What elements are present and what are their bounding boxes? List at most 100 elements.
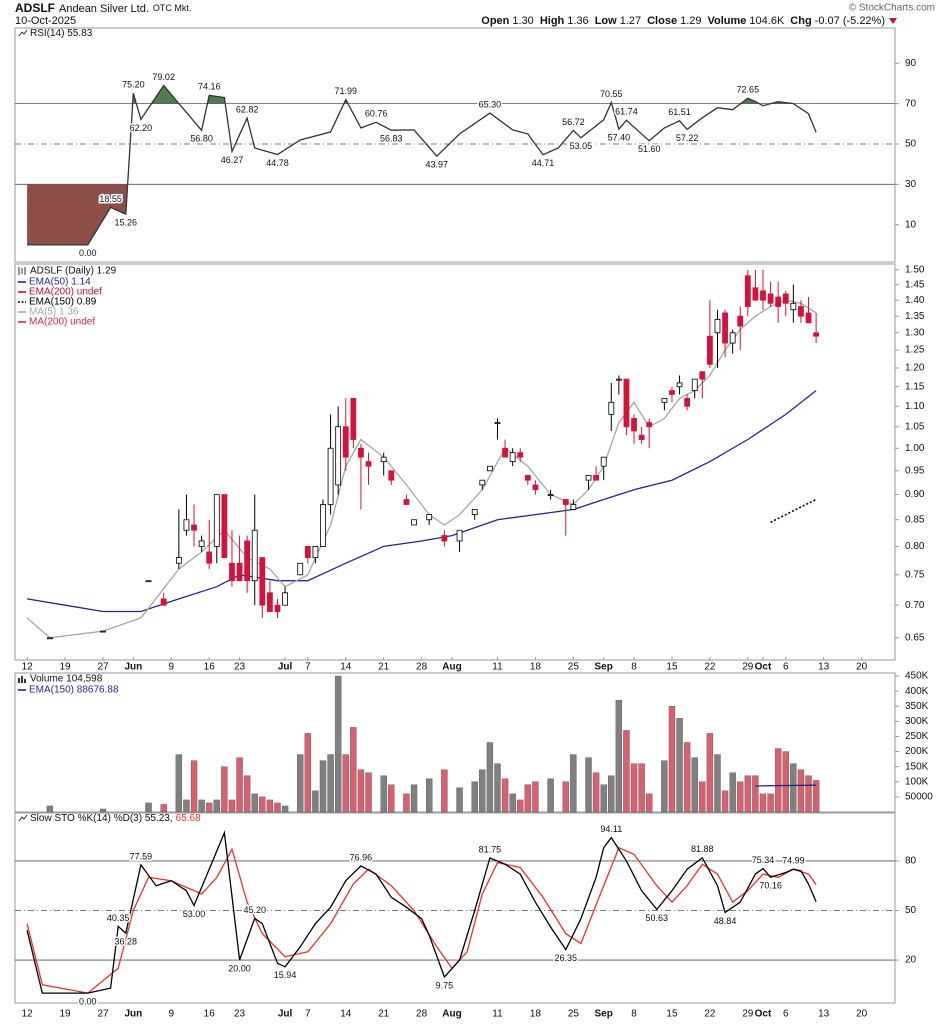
- rsi-fill: [27, 184, 128, 245]
- y-tick-label: 1.45: [905, 279, 925, 290]
- volume-bar: [221, 766, 228, 813]
- quote-value: 1.36: [567, 15, 588, 27]
- panel-frame: [14, 263, 896, 661]
- value-label: 79.02: [152, 72, 175, 82]
- y-tick-label: 10: [905, 219, 917, 230]
- volume-bar: [608, 775, 615, 813]
- candle-body: [798, 306, 804, 317]
- x-tick-label: 6: [783, 1009, 789, 1020]
- candle-body: [297, 562, 304, 576]
- panel-title: Slow STO %K(14) %D(3) 55.23, 65.68: [30, 813, 201, 824]
- candle-body: [699, 371, 706, 380]
- value-label: 76.96: [350, 852, 373, 862]
- volume-bar: [46, 805, 54, 813]
- x-tick-label: 14: [340, 1009, 352, 1020]
- volume-bar: [790, 763, 797, 813]
- y-tick-label: 0.90: [905, 489, 925, 500]
- value-label: 74.16: [198, 82, 221, 92]
- candle-body: [532, 484, 539, 491]
- quote-label: Low: [595, 15, 617, 27]
- candle-body: [722, 312, 728, 344]
- value-label: 36.28: [114, 937, 137, 947]
- x-tick-label: 11: [492, 1009, 503, 1020]
- value-label: 0.00: [79, 996, 97, 1006]
- volume-bar: [699, 781, 706, 813]
- panel-frame: [14, 27, 896, 263]
- value-label: 60.76: [365, 109, 388, 119]
- panel-title-text: RSI(14) 55.83: [30, 28, 93, 39]
- y-tick-label: 1.30: [905, 327, 925, 338]
- volume-bar: [744, 775, 752, 813]
- candle-body: [335, 426, 342, 486]
- volume-bar: [737, 781, 744, 813]
- legend-label: EMA(150) 88676.88: [29, 685, 119, 696]
- x-tick-label: Aug: [442, 1009, 461, 1020]
- x-tick-label: 7: [305, 1009, 311, 1020]
- candle-body: [259, 557, 266, 606]
- candle-body: [206, 551, 213, 564]
- down-arrow: [889, 18, 897, 24]
- value-label: 50.63: [646, 913, 669, 923]
- volume-bar: [365, 772, 372, 813]
- value-label: 70.16: [759, 881, 782, 891]
- value-label: 65.30: [479, 100, 502, 110]
- candle-body: [236, 562, 243, 582]
- y-tick-label: 0.65: [905, 632, 925, 643]
- x-tick-label: 29: [742, 1009, 754, 1020]
- value-label: 15.94: [274, 970, 297, 980]
- volume-bar: [183, 799, 190, 813]
- y-tick-label: 1.40: [905, 295, 925, 306]
- value-label: 56.83: [380, 134, 403, 144]
- x-tick-label: 9: [168, 1009, 174, 1020]
- volume-bar: [486, 742, 494, 813]
- volume-bar: [494, 763, 501, 813]
- candle-body: [145, 580, 152, 583]
- candle-body: [191, 524, 197, 531]
- title-icon: [18, 814, 28, 822]
- x-tick-label: Sep: [595, 662, 613, 673]
- credit: © StockCharts.com: [849, 3, 935, 14]
- x-tick-label: 23: [234, 1009, 246, 1020]
- legend-label: EMA(50) 1.14: [29, 277, 91, 288]
- quote-label: Volume: [708, 15, 747, 27]
- volume-bar: [175, 754, 183, 813]
- x-tick-label: Oct: [755, 1009, 772, 1020]
- candle-body: [244, 540, 251, 582]
- x-tick-label: 21: [378, 662, 390, 673]
- volume-bar: [812, 780, 820, 813]
- candle-body: [782, 293, 789, 304]
- y-tick-label: 20: [905, 955, 917, 966]
- candle-body: [479, 479, 486, 486]
- company-name: Andean Silver Ltd.: [59, 3, 149, 15]
- y-tick-label: 150K: [905, 761, 929, 772]
- candle-body: [312, 546, 319, 558]
- x-tick-label: 13: [818, 662, 830, 673]
- y-tick-label: 0.95: [905, 465, 925, 476]
- value-label: 18.55: [99, 194, 122, 204]
- y-tick-label: 50000: [905, 792, 933, 803]
- x-tick-label: 27: [97, 1009, 109, 1020]
- candle-body: [274, 604, 281, 612]
- volume-bar: [646, 793, 653, 813]
- candle-body: [266, 592, 273, 612]
- volume-bar: [683, 742, 691, 813]
- x-tick-label: 28: [416, 1009, 428, 1020]
- candle-body: [251, 529, 258, 582]
- y-tick-label: 250K: [905, 731, 929, 742]
- x-tick-label: Jun: [124, 662, 142, 673]
- candle-body: [198, 540, 205, 547]
- volume-bar: [729, 772, 736, 813]
- x-tick-label: 19: [60, 1009, 72, 1020]
- volume-bar: [532, 781, 539, 813]
- volume-bar: [668, 706, 676, 813]
- value-label: 75.34: [752, 855, 775, 865]
- candle-body: [570, 504, 577, 510]
- candle-body: [691, 378, 698, 391]
- candle-body: [646, 422, 653, 428]
- x-tick-label: 22: [704, 662, 716, 673]
- candle-body: [805, 312, 812, 324]
- y-tick-label: 100K: [905, 776, 929, 787]
- candle-body: [706, 335, 713, 365]
- volume-bar: [297, 754, 304, 813]
- volume-bar: [380, 775, 387, 813]
